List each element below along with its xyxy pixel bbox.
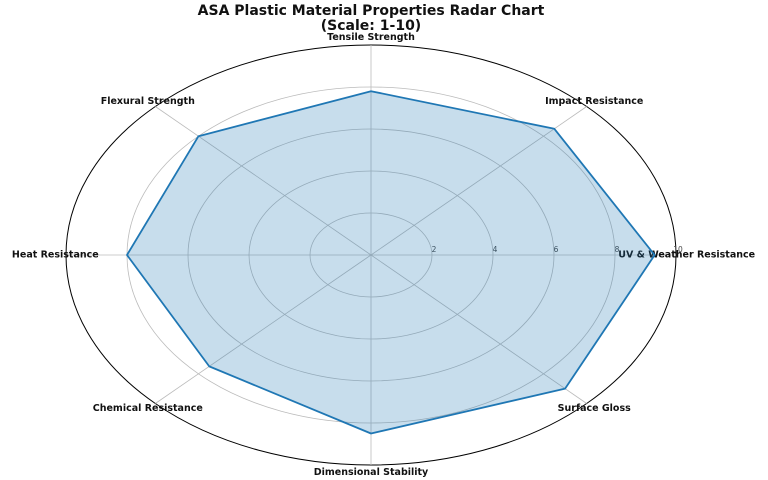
category-label: Chemical Resistance — [93, 403, 203, 414]
category-label: Impact Resistance — [545, 96, 643, 107]
spoke — [155, 254, 372, 404]
r-tick-label: 10 — [673, 245, 683, 254]
category-label: Heat Resistance — [12, 250, 99, 261]
spoke — [370, 106, 587, 256]
category-label: Surface Gloss — [558, 403, 631, 414]
radar-area — [126, 90, 656, 435]
r-tick-label: 2 — [432, 245, 437, 254]
spoke — [370, 254, 587, 404]
r-tick-label: 6 — [554, 245, 559, 254]
category-label: Dimensional Stability — [314, 467, 429, 478]
chart-subtitle: (Scale: 1-10) — [321, 18, 421, 34]
r-tick-label: 4 — [493, 245, 498, 254]
category-label: UV & Weather Resistance — [618, 250, 755, 261]
spoke — [155, 106, 372, 256]
chart-title: ASA Plastic Material Properties Radar Ch… — [198, 3, 545, 19]
category-label: Flexural Strength — [101, 96, 195, 107]
category-label: Tensile Strength — [327, 32, 415, 43]
r-tick-label: 8 — [615, 245, 620, 254]
